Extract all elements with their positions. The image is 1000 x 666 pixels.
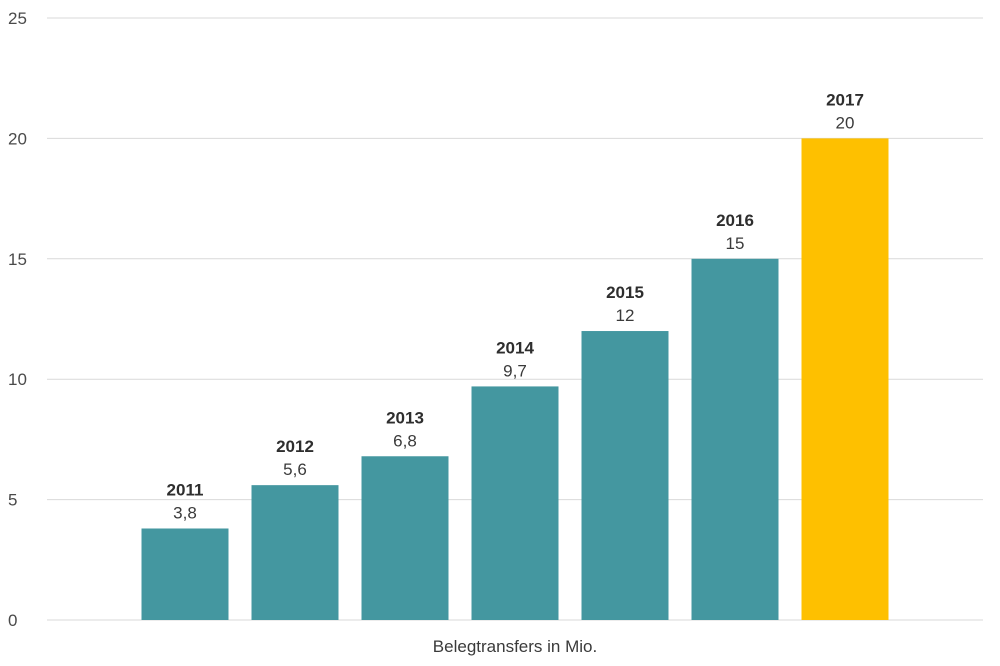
data-label: 20 <box>836 113 855 132</box>
y-tick-label: 25 <box>8 9 27 28</box>
data-label: 15 <box>726 234 745 253</box>
category-label: 2012 <box>276 437 314 456</box>
category-label: 2014 <box>496 338 534 357</box>
y-axis-ticks: 0 5 10 15 20 25 <box>8 9 27 630</box>
bar-2012 <box>251 485 339 620</box>
y-tick-label: 5 <box>8 491 17 510</box>
data-label: 5,6 <box>283 460 307 479</box>
bar-2016 <box>691 258 779 620</box>
category-label: 2015 <box>606 283 644 302</box>
data-label: 12 <box>616 306 635 325</box>
bar-2017 <box>801 138 889 620</box>
y-tick-label: 20 <box>8 129 27 148</box>
category-label: 2017 <box>826 90 864 109</box>
bar-labels: 2011 3,8 2012 5,6 2013 6,8 2014 9,7 2015 12 2016 15… <box>167 90 864 522</box>
category-label: 2011 <box>167 480 204 499</box>
bar-2014 <box>471 386 559 620</box>
category-label: 2013 <box>386 408 424 427</box>
data-label: 6,8 <box>393 431 417 450</box>
bar-2011 <box>141 528 229 620</box>
bars <box>141 138 889 620</box>
category-label: 2016 <box>716 211 754 230</box>
data-label: 9,7 <box>503 361 527 380</box>
y-tick-label: 10 <box>8 370 27 389</box>
data-label: 3,8 <box>173 503 197 522</box>
y-tick-label: 0 <box>8 611 17 630</box>
bar-2013 <box>361 456 449 620</box>
bar-2015 <box>581 331 669 620</box>
x-axis-label: Belegtransfers in Mio. <box>433 637 597 656</box>
y-tick-label: 15 <box>8 250 27 269</box>
